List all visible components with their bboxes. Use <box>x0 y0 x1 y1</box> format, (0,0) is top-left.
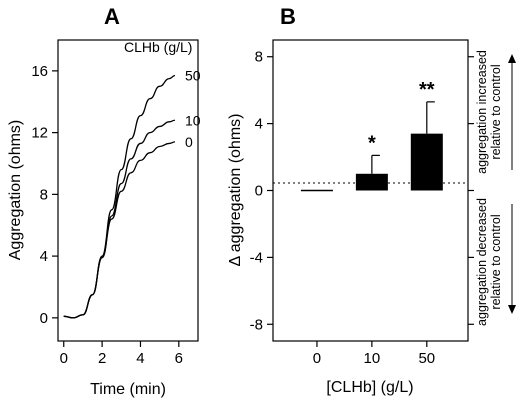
a-series-label-10: 10 <box>185 112 201 128</box>
b-y-tick-label-2: 0 <box>255 183 263 200</box>
panel-a-ticks: 0 2 4 6 0 4 8 12 16 <box>31 63 183 367</box>
legend-title: CLHb (g/L) <box>124 39 192 55</box>
panel-b-bars: *** <box>300 79 443 192</box>
a-x-tick-label-1: 2 <box>98 350 106 367</box>
b-bar-2 <box>410 133 443 191</box>
a-y-tick-label-2: 8 <box>40 186 48 203</box>
panel-b-ticks: 8 4 0 -4 -8 0 10 50 <box>250 49 474 367</box>
annotation-decreased-line1: aggregation decreased <box>475 198 489 326</box>
annotation-decreased-line2: relative to control <box>489 214 503 309</box>
b-x-tick-label-0: 0 <box>313 350 321 367</box>
a-series-label-50: 50 <box>185 68 201 84</box>
b-x-tick-label-2: 50 <box>418 350 435 367</box>
b-y-tick-label-0: 8 <box>255 49 263 66</box>
panel-a-letter: A <box>104 4 120 29</box>
a-series-line-50 <box>63 74 176 319</box>
panel-b-x-axis-label: [CLHb] (g/L) <box>326 379 413 396</box>
panel-a-x-axis-label: Time (min) <box>90 381 166 398</box>
a-x-tick-label-0: 0 <box>60 350 68 367</box>
a-y-tick-label-4: 16 <box>31 63 48 80</box>
panel-a-y-axis-label: Aggregation (ohms) <box>7 120 24 261</box>
panel-a: A 0 2 4 6 0 4 8 12 16 50 10 0 Time (min) Aggregati… <box>7 4 201 398</box>
a-series-label-0: 0 <box>185 134 193 150</box>
panel-b: B 840-4-80 10 50 *** [CLHb] (g/L) Δ aggreg… <box>227 4 516 396</box>
a-x-tick-label-3: 6 <box>175 350 183 367</box>
b-y-tick-label-3: -4 <box>250 249 263 266</box>
b-x-tick-label-1: 10 <box>364 350 381 367</box>
a-x-tick-label-2: 4 <box>136 350 144 367</box>
arrow-down-icon <box>508 305 516 314</box>
a-y-tick-label-0: 0 <box>40 310 48 327</box>
annotation-increased-line2: relative to control <box>489 64 503 159</box>
panel-a-curves: 50 10 0 <box>63 68 201 319</box>
panel-b-y-axis-label: Δ aggregation (ohms) <box>227 114 244 267</box>
a-series-line-0 <box>63 141 176 319</box>
arrow-up-icon <box>508 54 516 63</box>
a-series-line-10 <box>63 119 176 319</box>
b-significance-1: * <box>368 132 376 154</box>
b-y-tick-label-4: -8 <box>250 316 263 333</box>
panel-b-letter: B <box>280 4 296 29</box>
b-significance-2: ** <box>419 79 435 101</box>
a-y-tick-label-1: 4 <box>40 248 48 265</box>
annotation-increased-line1: aggregation increased <box>475 50 489 174</box>
b-bar-1 <box>355 173 388 191</box>
a-y-tick-label-3: 12 <box>31 125 48 142</box>
panel-a-plot-frame <box>57 39 199 342</box>
b-y-tick-label-1: 4 <box>255 116 263 133</box>
